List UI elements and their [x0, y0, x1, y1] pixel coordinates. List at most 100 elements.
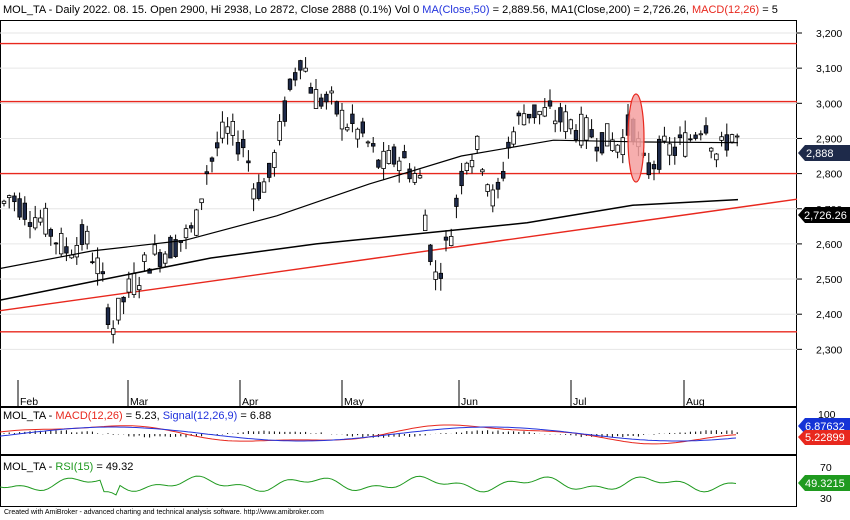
candle-body: [22, 202, 27, 220]
candle-body: [500, 171, 506, 179]
candle-body: [318, 97, 324, 107]
rsi-header: MOL_TA - RSI(15) = 49.32: [3, 461, 133, 473]
svg-text:49.3215: 49.3215: [805, 478, 845, 490]
candle-body: [521, 113, 527, 126]
candle-body: [693, 134, 698, 139]
candle-body: [344, 127, 350, 131]
candle-body: [438, 272, 443, 279]
x-tick-label: Jul: [573, 396, 586, 408]
candle-body: [235, 142, 241, 155]
candle-body: [672, 146, 677, 156]
candle-body: [511, 131, 516, 145]
macd-badge: 5.22899: [798, 430, 850, 445]
candle-body: [417, 175, 423, 179]
candle-body: [64, 246, 69, 254]
candle-body: [194, 209, 199, 236]
candle-body: [662, 135, 667, 142]
y-tick-label: 2,300: [816, 344, 842, 356]
candle-body: [703, 125, 709, 134]
candle-body: [422, 214, 428, 231]
candle-body: [381, 150, 386, 169]
candle-body: [719, 136, 724, 141]
candle-body: [303, 67, 308, 72]
candle-body: [85, 230, 90, 245]
ma200-line: [0, 198, 739, 301]
candle-body: [277, 121, 282, 141]
candle-body: [553, 120, 558, 125]
candle-body: [173, 239, 178, 257]
y-tick-label: 2,600: [816, 239, 842, 251]
x-tick-label: Aug: [686, 396, 705, 408]
candle-body: [698, 133, 703, 136]
candle-body: [183, 228, 189, 239]
candle-body: [105, 307, 111, 325]
candle-body: [225, 126, 230, 134]
x-tick-label: Feb: [20, 396, 38, 408]
candle-body: [1, 200, 7, 204]
x-tick-label: May: [344, 396, 365, 408]
candle-body: [79, 224, 85, 245]
y-tick-label: 3,200: [816, 28, 842, 40]
candle-body: [261, 181, 267, 193]
candle-body: [131, 273, 137, 295]
x-tick-label: Apr: [242, 396, 259, 408]
candle-body: [292, 72, 298, 81]
rsi-line: [0, 475, 737, 496]
candle-body: [573, 130, 579, 141]
candle-body: [516, 112, 521, 117]
candle-body: [667, 143, 672, 156]
candle-body: [308, 87, 313, 94]
price-badge: 2,888: [798, 145, 850, 161]
macd-histogram: [3, 430, 738, 438]
candle-body: [579, 113, 584, 146]
candle-body: [126, 278, 131, 293]
candle-body: [266, 162, 272, 178]
candle-body: [188, 225, 194, 229]
candle-body: [100, 271, 105, 275]
candle-body: [605, 123, 610, 147]
candle-body: [370, 143, 376, 147]
candle-body: [313, 89, 319, 109]
candle-body: [287, 78, 293, 90]
month-grid: [17, 380, 685, 407]
candle-body: [735, 135, 740, 138]
candle-body: [485, 184, 490, 192]
candle-body: [402, 151, 407, 159]
rsi-tick-30: 30: [820, 493, 832, 505]
macd-header: MOL_TA - MACD(12,26) = 5.23, Signal(12,2…: [3, 410, 271, 422]
candle-body: [282, 100, 287, 122]
candle-body: [27, 222, 33, 227]
candle-body: [537, 110, 542, 116]
candle-body: [38, 217, 43, 223]
candle-body: [376, 159, 381, 168]
candle-body: [527, 113, 532, 119]
candles: [1, 57, 740, 344]
candle-body: [396, 160, 402, 172]
candle-body: [474, 135, 480, 150]
candle-body: [136, 285, 142, 291]
candle-body: [209, 157, 215, 162]
y-tick-label: 2,800: [816, 169, 842, 181]
ma200-badge: 2,726.26: [798, 207, 850, 223]
signal-line: [0, 426, 737, 442]
candle-body: [339, 109, 345, 130]
x-tick-label: Mar: [130, 396, 149, 408]
candle-body: [360, 121, 365, 134]
credit-text: Created with AmiBroker - advanced charti…: [4, 509, 324, 516]
candle-body: [365, 141, 371, 144]
candle-body: [142, 254, 147, 262]
candle-body: [33, 217, 38, 229]
x-tick-label: Jun: [461, 396, 478, 408]
candle-body: [240, 138, 246, 149]
candle-body: [589, 129, 594, 138]
candle-body: [651, 164, 657, 170]
horizontal-levels: [0, 42, 797, 333]
y-tick-label: 3,100: [816, 63, 842, 75]
highlight-ellipse: [627, 93, 645, 183]
y-tick-label: 2,900: [816, 133, 842, 145]
candle-body: [162, 253, 168, 264]
rsi-tick-70: 70: [820, 462, 832, 474]
candle-body: [480, 169, 485, 173]
candle-body: [464, 162, 469, 171]
